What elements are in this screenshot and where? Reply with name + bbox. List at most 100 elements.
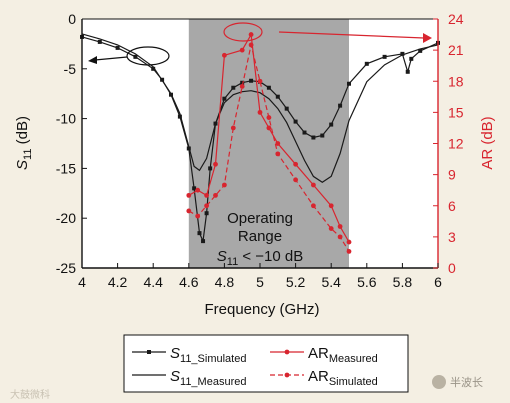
legend-label: ARSimulated — [308, 368, 378, 388]
legend-box — [123, 334, 409, 393]
data-point — [328, 203, 334, 209]
data-point — [266, 85, 271, 90]
legend-swatch-marker — [284, 349, 290, 355]
data-point — [222, 52, 227, 58]
data-point — [293, 119, 298, 124]
data-point — [400, 51, 405, 56]
data-point — [275, 141, 281, 146]
band-label-line-3: S11 < −10 dB — [217, 248, 304, 268]
arrow-right-line — [278, 31, 425, 39]
legend-label: S11_Measured — [170, 368, 246, 388]
data-point — [195, 187, 201, 193]
data-point — [230, 125, 236, 131]
data-point — [195, 213, 201, 219]
data-point — [97, 39, 102, 44]
operating-range-band — [82, 19, 438, 268]
y-axis-left-label: S11 (dB) — [14, 116, 34, 170]
data-point — [405, 69, 410, 74]
data-point — [364, 61, 369, 66]
y-left-tick-label: -5 — [64, 61, 77, 77]
data-point — [197, 231, 202, 236]
data-point — [222, 96, 227, 101]
annotation-ellipse-ar — [223, 22, 263, 42]
data-point — [204, 203, 210, 209]
data-point — [266, 115, 272, 120]
legend-item-arsimulated: ARSimulated — [270, 368, 378, 388]
data-point — [382, 54, 387, 59]
y-right-tick-label: 9 — [448, 167, 456, 183]
band-label-line-2: Range — [238, 228, 282, 245]
data-point — [266, 125, 272, 131]
axes-layer: 4 4.2 4.4 4.6 4.8 5 5.2 5.4 5.6 5.8 60-5-10-15-20-… — [14, 11, 496, 318]
series-line-s11-measured — [81, 33, 439, 184]
y-right-tick-label: 0 — [448, 260, 456, 276]
data-point — [311, 135, 316, 140]
series-ar-simulated — [186, 42, 352, 254]
wechat-logo-icon — [432, 375, 446, 389]
x-tick-label: 5.8 — [393, 274, 413, 290]
data-point — [409, 56, 414, 61]
arrow-right-head — [423, 33, 432, 43]
data-point — [311, 203, 316, 209]
annotation-ellipse-s11 — [126, 46, 170, 66]
legend-label: S11_Simulated — [170, 345, 246, 365]
data-point — [347, 81, 351, 86]
data-point — [151, 66, 156, 71]
data-point — [257, 78, 263, 84]
y-left-tick-label: -10 — [56, 111, 76, 127]
operating-range-shade — [188, 19, 349, 268]
data-point — [284, 106, 289, 111]
watermark-right: 半波长 — [432, 374, 483, 390]
data-point — [240, 80, 245, 85]
data-point — [337, 224, 343, 229]
legend-item-armeasured: ARMeasured — [270, 345, 378, 365]
data-point — [177, 114, 182, 119]
x-tick-label: 4.6 — [179, 274, 199, 290]
y-right-tick-label: 18 — [448, 73, 464, 89]
y-right-tick-label: 12 — [448, 136, 464, 152]
data-point — [222, 182, 227, 188]
data-point — [338, 103, 343, 108]
data-point — [115, 45, 120, 50]
data-point — [320, 133, 325, 138]
x-tick-label: 4 — [78, 274, 86, 290]
y-left-tick-label: 0 — [68, 11, 76, 27]
data-point — [204, 211, 209, 216]
y-right-tick-label: 6 — [448, 198, 456, 214]
data-point — [231, 85, 236, 90]
x-tick-label: 5 — [256, 274, 264, 290]
legend-swatch-marker — [147, 350, 151, 354]
data-point — [249, 78, 254, 83]
x-tick-label: 4.2 — [108, 274, 128, 290]
data-point — [186, 208, 192, 214]
legend: S11_Simulated ARMeasured S11_Measured ARSim… — [123, 334, 409, 393]
y-left-tick-label: -20 — [56, 210, 76, 226]
legend-item-s11-simulated: S11_Simulated — [132, 345, 246, 365]
series-ar-measured — [186, 32, 352, 245]
data-point — [329, 122, 334, 127]
data-point — [248, 32, 254, 37]
y-axis-right-label: AR (dB) — [479, 116, 496, 169]
data-point — [311, 182, 316, 188]
y-right-tick-label: 3 — [448, 229, 456, 245]
arrow-left-line — [94, 56, 128, 61]
band-label-line-1: Operating — [227, 210, 293, 227]
x-tick-label: 5.4 — [321, 274, 341, 290]
data-point — [293, 161, 298, 167]
data-point — [346, 249, 352, 254]
data-point — [201, 239, 206, 244]
y-right-tick-label: 21 — [448, 42, 464, 58]
data-point — [186, 192, 192, 198]
data-point — [204, 192, 210, 198]
watermark-right-label: 半波长 — [450, 377, 483, 389]
x-axis-label: Frequency (GHz) — [204, 301, 319, 318]
data-point — [346, 239, 352, 245]
data-point — [257, 109, 263, 115]
data-point — [248, 42, 254, 48]
data-point — [328, 226, 334, 231]
data-point — [275, 151, 281, 157]
data-point — [418, 48, 423, 53]
x-tick-label: 6 — [434, 274, 442, 290]
